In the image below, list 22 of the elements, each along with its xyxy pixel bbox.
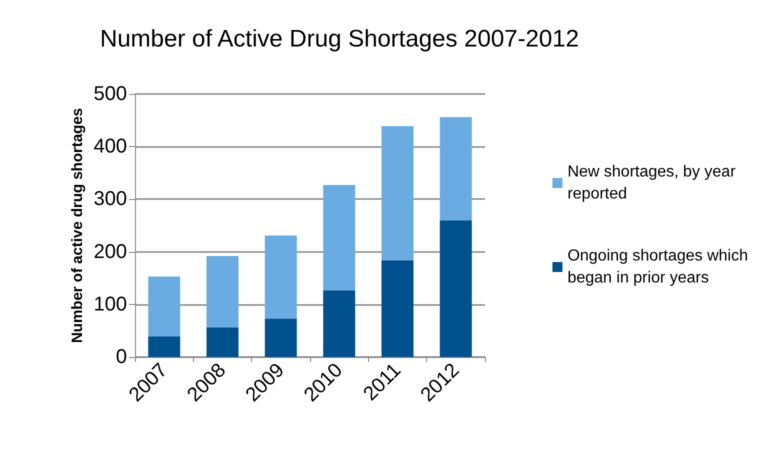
- bar: [440, 220, 472, 357]
- bar: [323, 290, 356, 357]
- bar: [206, 328, 238, 357]
- chart-title: Number of Active Drug Shortages 2007-2012: [100, 26, 579, 52]
- y-tick-label: 400: [94, 136, 127, 158]
- bar: [440, 117, 472, 220]
- bar: [382, 126, 414, 260]
- bar: [382, 260, 414, 357]
- bar: [264, 318, 297, 357]
- legend-label: New shortages, by year reported: [567, 164, 736, 202]
- y-tick-label: 200: [94, 240, 127, 263]
- y-tick-label: 500: [94, 83, 127, 105]
- bar: [148, 336, 180, 357]
- y-axis-title: Number of active drug shortages: [69, 108, 86, 344]
- bar: [206, 256, 238, 328]
- bar: [148, 276, 180, 336]
- bar: [264, 235, 297, 319]
- legend-label: Ongoing shortages which began in prior years: [567, 248, 748, 286]
- y-tick-label: 0: [116, 346, 127, 368]
- y-tick-label: 300: [94, 188, 127, 210]
- y-tick-label: 100: [94, 293, 127, 316]
- bar: [323, 185, 356, 290]
